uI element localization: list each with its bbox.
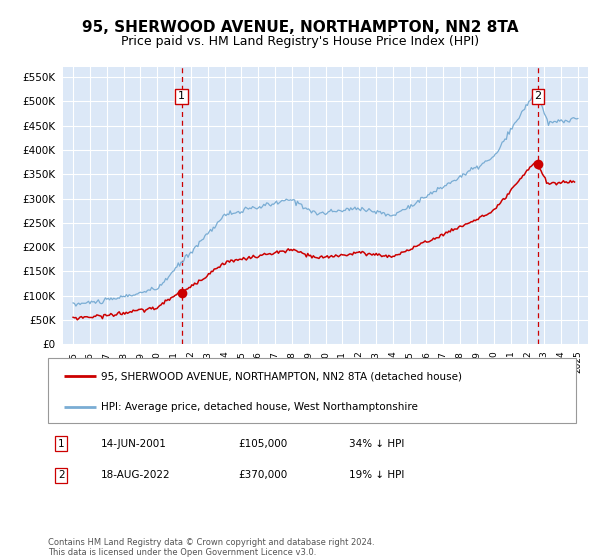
Text: 18-AUG-2022: 18-AUG-2022 bbox=[101, 470, 170, 480]
Text: £370,000: £370,000 bbox=[238, 470, 287, 480]
Text: Price paid vs. HM Land Registry's House Price Index (HPI): Price paid vs. HM Land Registry's House … bbox=[121, 35, 479, 48]
Text: 2: 2 bbox=[534, 91, 541, 101]
Text: 95, SHERWOOD AVENUE, NORTHAMPTON, NN2 8TA (detached house): 95, SHERWOOD AVENUE, NORTHAMPTON, NN2 8T… bbox=[101, 371, 462, 381]
Text: 1: 1 bbox=[58, 438, 65, 449]
Text: 2: 2 bbox=[58, 470, 65, 480]
Text: £105,000: £105,000 bbox=[238, 438, 287, 449]
Text: HPI: Average price, detached house, West Northamptonshire: HPI: Average price, detached house, West… bbox=[101, 402, 418, 412]
FancyBboxPatch shape bbox=[48, 358, 576, 423]
Text: 34% ↓ HPI: 34% ↓ HPI bbox=[349, 438, 404, 449]
Text: 1: 1 bbox=[178, 91, 185, 101]
Text: 95, SHERWOOD AVENUE, NORTHAMPTON, NN2 8TA: 95, SHERWOOD AVENUE, NORTHAMPTON, NN2 8T… bbox=[82, 20, 518, 35]
Text: Contains HM Land Registry data © Crown copyright and database right 2024.
This d: Contains HM Land Registry data © Crown c… bbox=[48, 538, 374, 557]
Text: 19% ↓ HPI: 19% ↓ HPI bbox=[349, 470, 404, 480]
Text: 14-JUN-2001: 14-JUN-2001 bbox=[101, 438, 167, 449]
